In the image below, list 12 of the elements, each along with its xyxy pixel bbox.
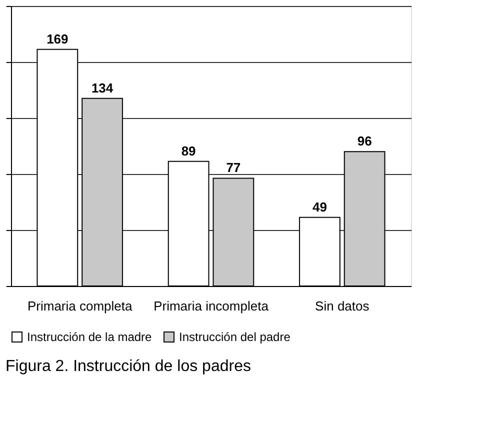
data-label: 49 xyxy=(312,199,327,214)
data-label: 89 xyxy=(181,143,196,158)
legend-label: Instrucción de la madre xyxy=(27,330,152,344)
x-tick-label: Primaria incompleta xyxy=(154,298,270,314)
data-label: 134 xyxy=(91,80,114,96)
x-tick-label: Sin datos xyxy=(315,298,370,314)
data-label: 169 xyxy=(46,31,68,46)
data-label: 77 xyxy=(226,160,241,176)
data-label: 96 xyxy=(357,134,372,149)
x-tick-label: Primaria completa xyxy=(27,298,133,314)
text: Figura 2. Instrucción de los padres xyxy=(6,358,251,375)
legend-label: Instrucción del padre xyxy=(179,330,291,344)
